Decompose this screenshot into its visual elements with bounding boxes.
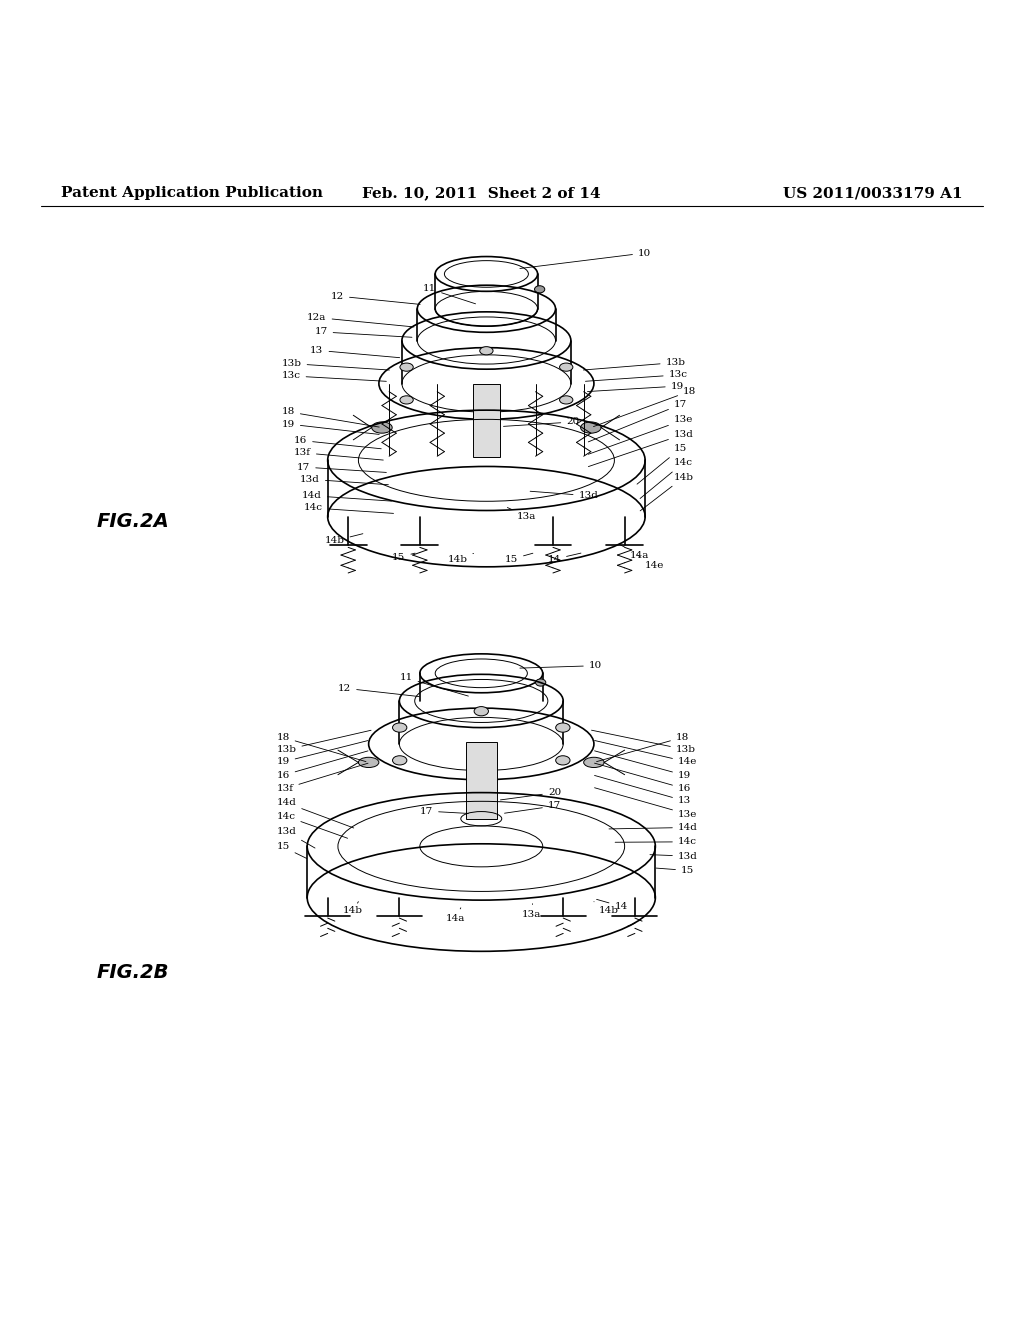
Text: 19: 19 [595, 751, 691, 780]
Ellipse shape [559, 396, 572, 404]
Text: 13b: 13b [584, 358, 686, 370]
Text: 16: 16 [294, 436, 381, 449]
Ellipse shape [535, 285, 545, 293]
Text: US 2011/0033179 A1: US 2011/0033179 A1 [783, 186, 963, 201]
Ellipse shape [479, 412, 494, 420]
Text: 13a: 13a [507, 507, 537, 520]
Text: 13b: 13b [276, 730, 371, 754]
Text: 17: 17 [297, 462, 386, 473]
Ellipse shape [392, 723, 407, 733]
Text: 18: 18 [276, 733, 366, 762]
Ellipse shape [474, 772, 488, 781]
Bar [473, 384, 500, 457]
Text: 14e: 14e [595, 741, 697, 767]
Text: 14c: 14c [276, 812, 347, 838]
Text: 15: 15 [505, 553, 532, 564]
Ellipse shape [584, 758, 604, 767]
Text: 17: 17 [420, 807, 468, 816]
Text: 14b: 14b [325, 533, 362, 545]
Text: 12a: 12a [307, 313, 414, 327]
Text: 14a: 14a [445, 908, 465, 923]
Text: 15: 15 [637, 444, 687, 484]
Text: 14: 14 [548, 553, 581, 564]
Ellipse shape [556, 756, 570, 766]
Text: FIG.2A: FIG.2A [96, 512, 170, 531]
Text: 19: 19 [588, 381, 684, 392]
Text: 13a: 13a [522, 904, 542, 919]
Text: 14b: 14b [640, 473, 694, 511]
Text: 14a: 14a [620, 545, 649, 560]
Text: 11: 11 [399, 673, 468, 696]
Ellipse shape [358, 758, 379, 767]
Text: 16: 16 [276, 751, 368, 780]
Text: 17: 17 [505, 801, 561, 813]
Text: 11: 11 [423, 284, 475, 304]
Text: 14c: 14c [640, 458, 693, 499]
Text: 14e: 14e [637, 554, 665, 570]
Text: 18: 18 [282, 408, 379, 428]
Text: 13: 13 [595, 775, 691, 805]
Text: 13f: 13f [276, 763, 368, 793]
Text: 10: 10 [520, 248, 651, 268]
Text: 13d: 13d [300, 475, 388, 484]
Text: 15: 15 [276, 842, 307, 858]
Text: 13d: 13d [530, 491, 598, 500]
Text: 13f: 13f [294, 449, 383, 461]
Text: 14d: 14d [276, 799, 353, 828]
Text: 10: 10 [520, 661, 602, 671]
Text: 14b: 14b [594, 902, 620, 915]
Text: 13c: 13c [586, 371, 688, 381]
Text: 13d: 13d [589, 430, 693, 466]
Text: 12: 12 [331, 292, 420, 305]
Ellipse shape [400, 396, 414, 404]
Text: 13: 13 [310, 346, 399, 358]
Text: 13c: 13c [282, 371, 386, 381]
Ellipse shape [479, 347, 494, 355]
Text: 15: 15 [392, 553, 415, 561]
Text: 13d: 13d [650, 851, 697, 861]
Text: Feb. 10, 2011  Sheet 2 of 14: Feb. 10, 2011 Sheet 2 of 14 [361, 186, 601, 201]
Text: 19: 19 [276, 741, 368, 767]
Text: Patent Application Publication: Patent Application Publication [61, 186, 324, 201]
Text: 14d: 14d [609, 822, 697, 832]
Ellipse shape [581, 422, 601, 433]
Ellipse shape [474, 706, 488, 715]
Text: 14b: 14b [447, 553, 473, 564]
Text: FIG.2B: FIG.2B [97, 962, 169, 982]
Text: 12: 12 [338, 684, 419, 697]
Text: 13b: 13b [592, 730, 696, 754]
Text: 14c: 14c [615, 837, 697, 846]
Text: 15: 15 [656, 866, 694, 875]
Text: 14: 14 [597, 899, 628, 911]
Text: 14b: 14b [343, 902, 364, 915]
Text: 17: 17 [314, 327, 412, 338]
Text: 17: 17 [589, 400, 687, 442]
Ellipse shape [559, 363, 572, 371]
Text: 16: 16 [595, 763, 691, 793]
Text: 14c: 14c [304, 503, 393, 513]
Text: 13b: 13b [282, 359, 389, 370]
Text: 18: 18 [597, 733, 689, 762]
Text: 14d: 14d [302, 491, 391, 502]
Ellipse shape [536, 678, 546, 686]
Text: 13d: 13d [276, 828, 315, 847]
Text: 13e: 13e [589, 416, 693, 454]
Ellipse shape [556, 723, 570, 733]
Text: 20: 20 [504, 417, 580, 426]
Text: 13e: 13e [595, 788, 697, 818]
Ellipse shape [372, 422, 392, 433]
Ellipse shape [400, 363, 414, 371]
Text: 19: 19 [282, 420, 379, 434]
Text: 18: 18 [594, 387, 696, 426]
Text: 20: 20 [501, 788, 561, 800]
Ellipse shape [392, 756, 407, 766]
Bar [466, 742, 497, 818]
